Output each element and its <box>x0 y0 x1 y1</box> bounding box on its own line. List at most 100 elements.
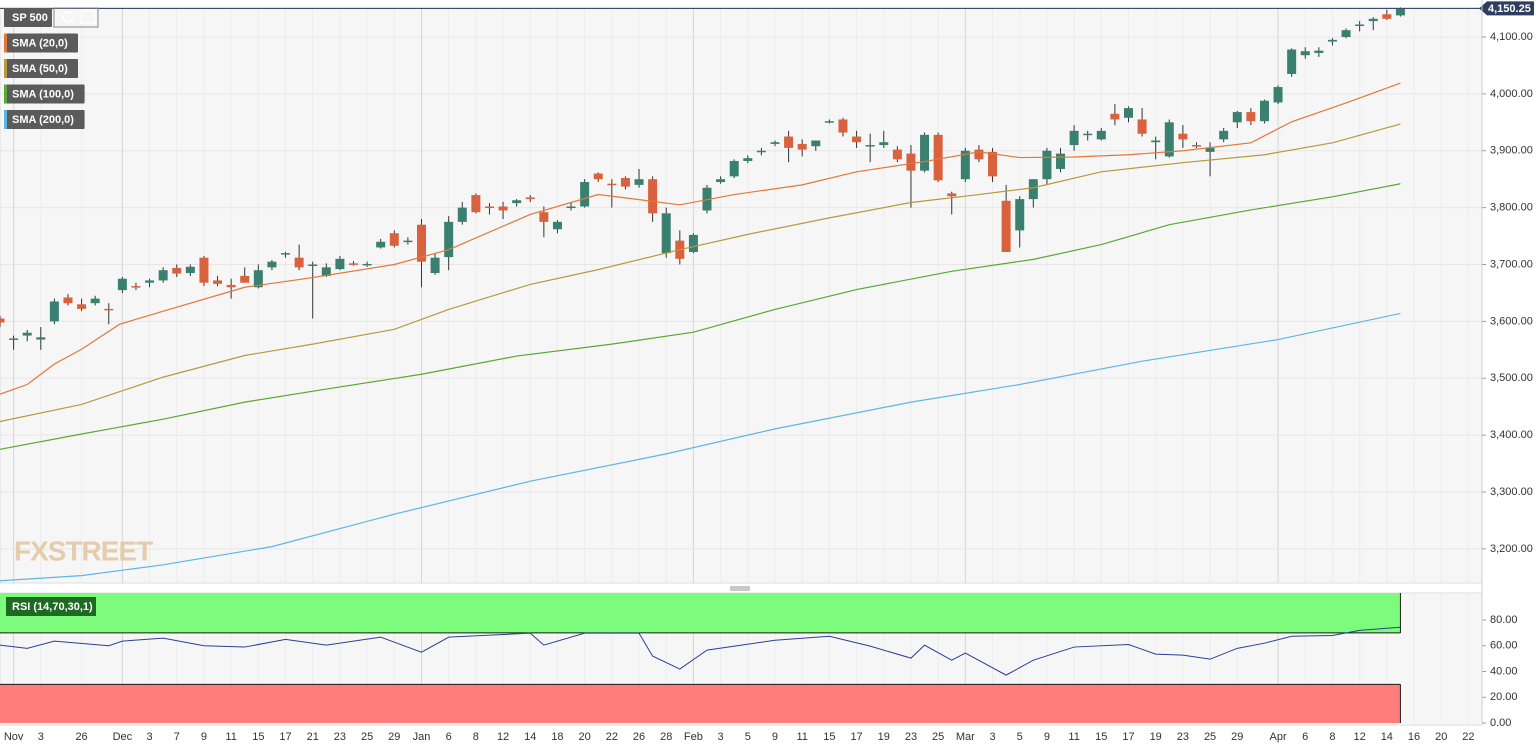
candle-body <box>471 195 481 213</box>
candle-body <box>688 234 698 252</box>
candle-body <box>131 286 141 288</box>
x-tick-label: 25 <box>1204 731 1216 743</box>
candle-body <box>117 278 127 291</box>
x-tick-label: 3 <box>989 731 995 743</box>
x-tick-label: 12 <box>497 731 509 743</box>
x-tick-label: 22 <box>1462 731 1474 743</box>
legend-entry[interactable]: RSI (14,70,30,1) <box>6 597 96 616</box>
y-tick-label: 3,600.00 <box>1490 315 1533 327</box>
x-tick-label: 28 <box>660 731 672 743</box>
candle-body <box>1015 199 1025 231</box>
y-tick-label: 80.00 <box>1490 614 1518 626</box>
candle-body <box>49 301 59 322</box>
candle-body <box>9 338 19 340</box>
x-tick-label: 19 <box>1150 731 1162 743</box>
candle-body <box>1395 8 1405 16</box>
x-tick-label: 9 <box>1044 731 1050 743</box>
legend-entry[interactable]: SMA (50,0) <box>4 59 78 78</box>
candle-body <box>145 280 155 283</box>
x-tick-label: Nov <box>4 731 24 743</box>
candle-body <box>1151 140 1161 143</box>
x-tick-label: 9 <box>772 731 778 743</box>
legend-box <box>4 8 52 27</box>
candle-body <box>213 280 223 284</box>
candle-body <box>947 193 957 197</box>
candle-body <box>498 206 508 211</box>
x-tick-label: Dec <box>113 731 133 743</box>
legend-entry[interactable]: SP 500 <box>4 7 99 28</box>
candle-body <box>811 140 821 147</box>
candle-body <box>756 150 766 153</box>
candle-body <box>308 264 318 267</box>
candle-body <box>1382 14 1392 19</box>
calendar-icon[interactable] <box>80 10 96 24</box>
candle-body <box>539 212 549 222</box>
y-tick-label: 4,000.00 <box>1490 88 1533 100</box>
candle-body <box>1096 130 1106 140</box>
candle-body <box>1327 39 1337 42</box>
legend-entry[interactable]: SMA (20,0) <box>4 33 78 53</box>
candle-body <box>349 263 359 265</box>
candle-body <box>104 308 114 311</box>
x-tick-label: 20 <box>1435 731 1447 743</box>
sma-line <box>0 82 1401 395</box>
candle-body <box>1191 145 1201 147</box>
candle-body <box>852 136 862 143</box>
legend-entry[interactable]: SMA (200,0) <box>4 110 85 129</box>
refresh-icon[interactable] <box>62 11 74 23</box>
legend-label: SP 500 <box>12 12 48 24</box>
candle-body <box>0 318 5 323</box>
x-tick-label: 3 <box>146 731 152 743</box>
candle-body <box>1110 113 1120 120</box>
legend-swatch <box>4 59 7 78</box>
x-tick-label: Mar <box>956 731 975 743</box>
candle-body <box>1056 153 1066 169</box>
x-tick-label: 23 <box>905 731 917 743</box>
x-tick-label: 12 <box>1354 731 1366 743</box>
candle-body <box>1219 130 1229 140</box>
candle-body <box>376 241 386 248</box>
x-tick-label: 15 <box>1095 731 1107 743</box>
y-tick-label: 3,500.00 <box>1490 372 1533 384</box>
candle-body <box>879 142 889 146</box>
candle-body <box>362 263 372 266</box>
legend-swatch <box>4 110 7 129</box>
y-tick-label: 0.00 <box>1490 717 1511 729</box>
candle-body <box>1178 133 1188 140</box>
candle-body <box>403 240 413 243</box>
x-tick-label: 23 <box>334 731 346 743</box>
candle-body <box>661 213 671 254</box>
x-tick-label: 29 <box>388 731 400 743</box>
candle-body <box>294 257 304 268</box>
candle-body <box>1273 87 1283 103</box>
x-tick-label: 5 <box>1017 731 1023 743</box>
candle-body <box>892 149 902 160</box>
candle-body <box>784 136 794 148</box>
x-tick-label: 22 <box>606 731 618 743</box>
x-tick-label: 14 <box>1381 731 1393 743</box>
x-tick-label: 21 <box>307 731 319 743</box>
y-tick-label: 3,300.00 <box>1490 486 1533 498</box>
candle-body <box>607 183 617 186</box>
y-tick-label: 60.00 <box>1490 640 1518 652</box>
legend-label: SMA (100,0) <box>12 88 74 100</box>
candle-body <box>484 206 494 208</box>
x-tick-label: Jan <box>413 731 431 743</box>
legend-entry[interactable]: SMA (100,0) <box>4 84 85 104</box>
candle-body <box>281 253 291 255</box>
rsi-line <box>0 626 1401 676</box>
candle-body <box>1341 30 1351 38</box>
candle-body <box>1368 18 1378 22</box>
legend-label: RSI (14,70,30,1) <box>12 601 93 613</box>
sma-line <box>0 312 1401 582</box>
y-tick-label: 20.00 <box>1490 691 1518 703</box>
panel-resize-handle[interactable] <box>730 586 750 591</box>
candle-body <box>552 221 562 230</box>
candle-body <box>593 173 603 180</box>
legend-box <box>4 33 78 53</box>
watermark: FXSTREET <box>14 535 153 566</box>
candle-body <box>729 160 739 177</box>
legend-swatch <box>4 84 7 104</box>
candle-body <box>158 270 168 281</box>
y-tick-label: 3,700.00 <box>1490 258 1533 270</box>
